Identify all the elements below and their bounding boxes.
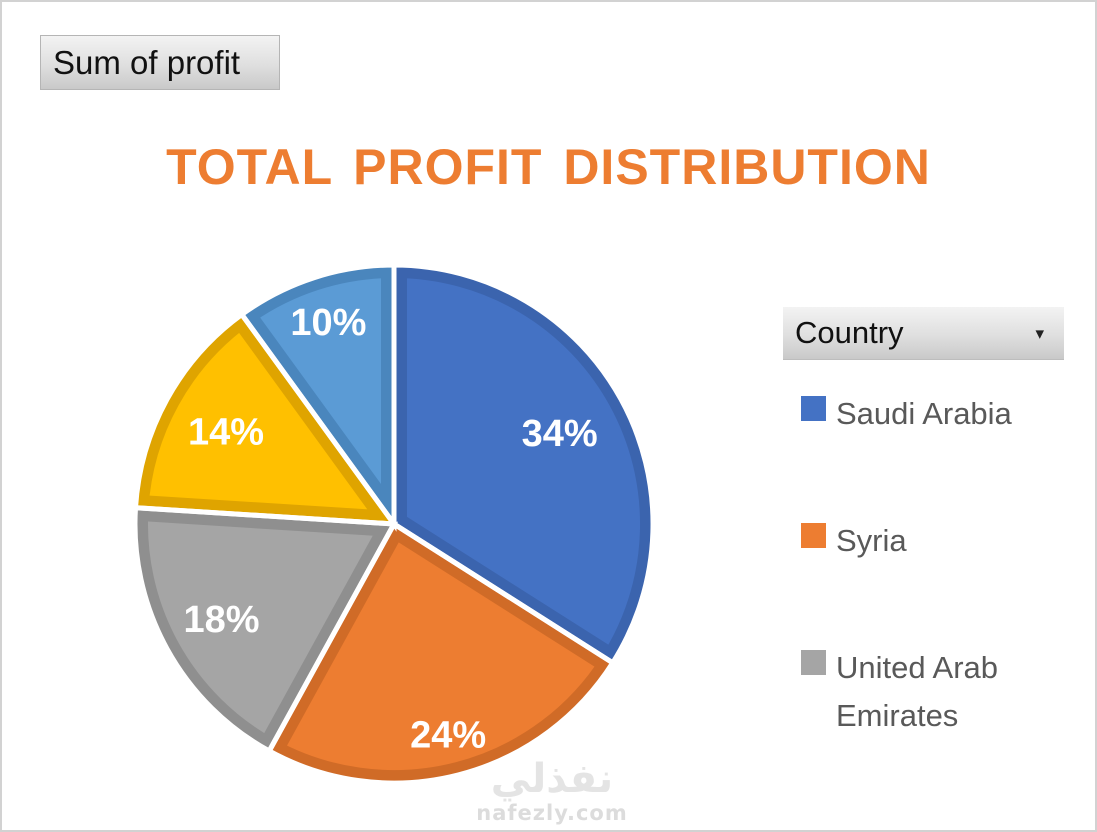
pie-slice-separator bbox=[265, 520, 617, 786]
pie-slice-separator bbox=[238, 262, 397, 532]
filter-field-button-country[interactable]: Country ▾ bbox=[783, 307, 1064, 360]
pie-data-label-34: 34% bbox=[522, 413, 598, 455]
pie-slice-separator bbox=[132, 505, 399, 755]
legend-label-saudi-arabia: Saudi Arabia bbox=[836, 396, 1012, 431]
pie-data-label-10: 10% bbox=[290, 302, 366, 344]
pie-slice-separator bbox=[391, 262, 656, 667]
legend-swatch-syria bbox=[801, 523, 826, 548]
pie-data-label-14: 14% bbox=[188, 412, 264, 454]
chart-title: TOTAL PROFIT DISTRIBUTION bbox=[166, 139, 931, 195]
legend-swatch-saudi-arabia bbox=[801, 396, 826, 421]
pie-data-label-24: 24% bbox=[410, 715, 486, 757]
legend-item-saudi-arabia[interactable]: Saudi Arabia bbox=[801, 390, 1056, 438]
pivot-field-button-sum-of-profit[interactable]: Sum of profit bbox=[40, 35, 280, 90]
dropdown-arrow-icon: ▾ bbox=[1035, 323, 1044, 343]
legend-label-united-arab-emirates: United Arab Emirates bbox=[836, 650, 998, 734]
legend-label-syria: Syria bbox=[836, 523, 907, 558]
pie-slice-separator bbox=[132, 311, 400, 527]
legend-item-syria[interactable]: Syria bbox=[801, 517, 1056, 565]
pie-data-label-18: 18% bbox=[183, 599, 259, 641]
legend-item-united-arab-emirates[interactable]: United Arab Emirates bbox=[801, 644, 1056, 740]
filter-field-label: Country bbox=[795, 315, 904, 350]
legend-swatch-united-arab-emirates bbox=[801, 650, 826, 675]
